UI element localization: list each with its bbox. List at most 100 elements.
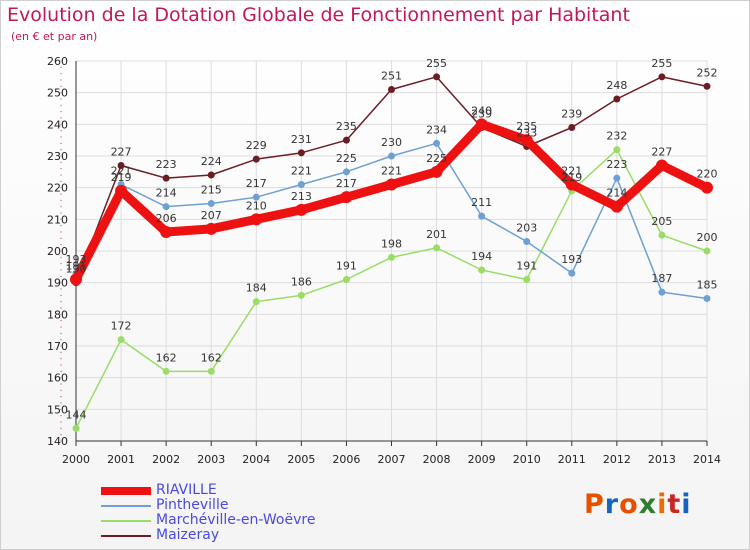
data-point-maizeray [342, 136, 350, 144]
y-tick-label: 210 [47, 213, 68, 226]
legend-item-riaville: RIAVILLE [101, 483, 431, 498]
data-label-pintheville: 217 [246, 177, 267, 190]
data-point-pintheville [207, 200, 215, 207]
data-point-pintheville [478, 212, 486, 220]
data-label-maizeray: 239 [471, 108, 492, 121]
data-point-pintheville [252, 193, 260, 201]
data-label-marcheville-en-woevre: 232 [606, 130, 627, 143]
legend-item-maizeray: Maizeray [101, 528, 431, 543]
data-point-marcheville-en-woevre [252, 298, 260, 306]
data-point-pintheville [568, 269, 576, 277]
data-point-marcheville-en-woevre [207, 367, 215, 375]
data-label-maizeray: 239 [561, 108, 582, 121]
x-tick-label: 2010 [513, 453, 541, 466]
data-point-riaville [160, 226, 173, 238]
data-point-riaville [430, 165, 443, 178]
data-point-riaville [205, 222, 218, 235]
data-label-riaville: 220 [697, 168, 718, 181]
data-label-riaville: 235 [516, 120, 537, 133]
x-tick-label: 2002 [152, 453, 180, 466]
data-label-marcheville-en-woevre: 144 [66, 408, 87, 421]
data-label-marcheville-en-woevre: 191 [516, 260, 537, 273]
data-label-marcheville-en-woevre: 191 [336, 260, 357, 273]
data-label-riaville: 221 [381, 165, 402, 178]
data-point-pintheville [703, 295, 711, 302]
chart-title: Evolution de la Dotation Globale de Fonc… [7, 4, 630, 26]
data-label-maizeray: 252 [697, 66, 718, 79]
legend-swatch [101, 535, 151, 537]
legend-label: Maizeray [156, 527, 220, 543]
data-label-pintheville: 215 [201, 184, 222, 197]
data-label-riaville: 210 [246, 199, 267, 212]
data-label-marcheville-en-woevre: 200 [697, 231, 718, 244]
data-label-marcheville-en-woevre: 219 [561, 171, 582, 184]
data-label-riaville: 219 [111, 171, 132, 184]
data-point-riaville [250, 213, 263, 226]
data-label-riaville: 227 [651, 146, 672, 159]
data-point-pintheville [342, 168, 350, 176]
legend-label: Pintheville [156, 497, 229, 513]
data-point-marcheville-en-woevre [703, 247, 711, 255]
logo-letter: P [584, 489, 605, 520]
x-tick-label: 2009 [468, 453, 496, 466]
data-label-pintheville: 223 [606, 158, 627, 171]
data-label-pintheville: 230 [381, 136, 402, 149]
data-point-maizeray [117, 162, 125, 169]
y-tick-label: 170 [47, 340, 68, 353]
data-label-pintheville: 185 [697, 279, 718, 292]
x-tick-label: 2006 [332, 453, 360, 466]
data-point-pintheville [297, 181, 305, 188]
data-label-riaville: 240 [471, 104, 492, 117]
data-label-maizeray: 255 [426, 57, 447, 70]
data-point-marcheville-en-woevre [162, 367, 170, 375]
data-point-maizeray [568, 124, 576, 131]
data-point-riaville [475, 118, 488, 131]
data-label-pintheville: 203 [516, 222, 537, 235]
data-label-marcheville-en-woevre: 205 [651, 215, 672, 228]
x-tick-label: 2004 [242, 453, 270, 466]
data-label-pintheville: 234 [426, 123, 447, 136]
data-point-marcheville-en-woevre [613, 146, 621, 154]
data-label-riaville: 221 [561, 165, 582, 178]
data-label-maizeray: 233 [516, 127, 537, 140]
data-point-marcheville-en-woevre [658, 231, 666, 239]
data-label-riaville: 214 [606, 187, 627, 200]
data-label-pintheville: 187 [651, 272, 672, 285]
data-label-riaville: 217 [336, 177, 357, 190]
chart-legend: RIAVILLE Pintheville Marchéville-en-Woëvre… [101, 483, 431, 543]
y-tick-label: 250 [47, 87, 68, 100]
data-point-riaville [701, 181, 713, 194]
x-tick-label: 2008 [423, 453, 451, 466]
data-point-pintheville [388, 152, 395, 160]
data-point-maizeray [162, 174, 170, 182]
y-tick-label: 150 [47, 403, 68, 416]
data-point-marcheville-en-woevre [523, 276, 531, 283]
data-point-marcheville-en-woevre [388, 253, 395, 261]
data-point-marcheville-en-woevre [478, 266, 486, 274]
legend-label: Marchéville-en-Woëvre [156, 512, 316, 528]
logo-letter: t [667, 489, 682, 520]
y-tick-label: 140 [47, 435, 68, 448]
data-label-riaville: 213 [291, 190, 312, 203]
data-label-riaville: 207 [201, 209, 222, 222]
data-point-riaville [565, 178, 578, 191]
x-tick-label: 2013 [648, 453, 676, 466]
x-tick-label: 2000 [62, 453, 90, 466]
data-point-riaville [655, 159, 668, 172]
logo-letter: i [657, 489, 668, 520]
data-point-maizeray [207, 171, 215, 179]
data-label-marcheville-en-woevre: 186 [291, 275, 312, 288]
data-point-marcheville-en-woevre [342, 276, 350, 283]
data-point-marcheville-en-woevre [72, 424, 80, 432]
data-label-pintheville: 193 [561, 253, 582, 266]
data-label-maizeray: 251 [381, 70, 402, 83]
data-point-marcheville-en-woevre [433, 244, 441, 252]
y-tick-label: 220 [47, 182, 68, 195]
x-tick-label: 2011 [558, 453, 586, 466]
data-label-pintheville: 221 [111, 165, 132, 178]
data-label-maizeray: 235 [336, 120, 357, 133]
data-label-riaville: 206 [156, 212, 177, 225]
legend-swatch [101, 487, 151, 495]
data-label-riaville: 225 [426, 152, 447, 165]
